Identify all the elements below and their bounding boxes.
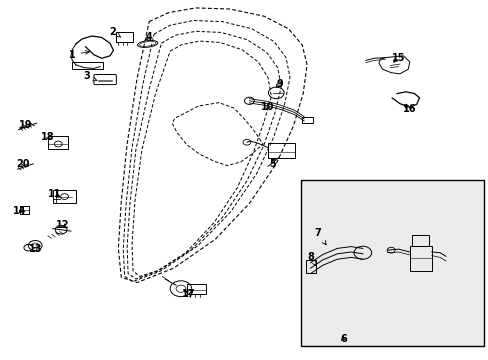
Text: 19: 19 — [19, 120, 32, 130]
Text: 12: 12 — [56, 220, 69, 230]
Text: 6: 6 — [339, 334, 346, 344]
Bar — [409, 246, 431, 271]
Text: 3: 3 — [83, 71, 97, 81]
Text: 7: 7 — [314, 228, 325, 245]
Text: 11: 11 — [48, 189, 61, 199]
Text: 17: 17 — [181, 289, 195, 300]
Bar — [300, 180, 483, 346]
Bar — [72, 62, 102, 69]
Bar — [48, 136, 68, 149]
Text: 1: 1 — [69, 50, 89, 60]
Bar — [53, 190, 76, 203]
Bar — [302, 117, 312, 123]
Bar — [305, 260, 316, 273]
Text: 16: 16 — [402, 104, 416, 114]
Text: 5: 5 — [269, 159, 276, 169]
Text: 13: 13 — [28, 244, 42, 254]
Bar — [186, 284, 206, 294]
Text: 20: 20 — [17, 159, 30, 169]
Text: 14: 14 — [13, 206, 26, 216]
Text: 4: 4 — [145, 32, 152, 42]
Text: 10: 10 — [261, 102, 274, 112]
Bar — [267, 143, 294, 158]
Text: 9: 9 — [276, 78, 283, 89]
Text: 2: 2 — [109, 27, 121, 37]
Text: 15: 15 — [391, 53, 405, 63]
Bar — [411, 235, 428, 246]
Text: 18: 18 — [41, 132, 55, 142]
Text: 8: 8 — [306, 252, 316, 266]
Bar — [116, 32, 133, 42]
